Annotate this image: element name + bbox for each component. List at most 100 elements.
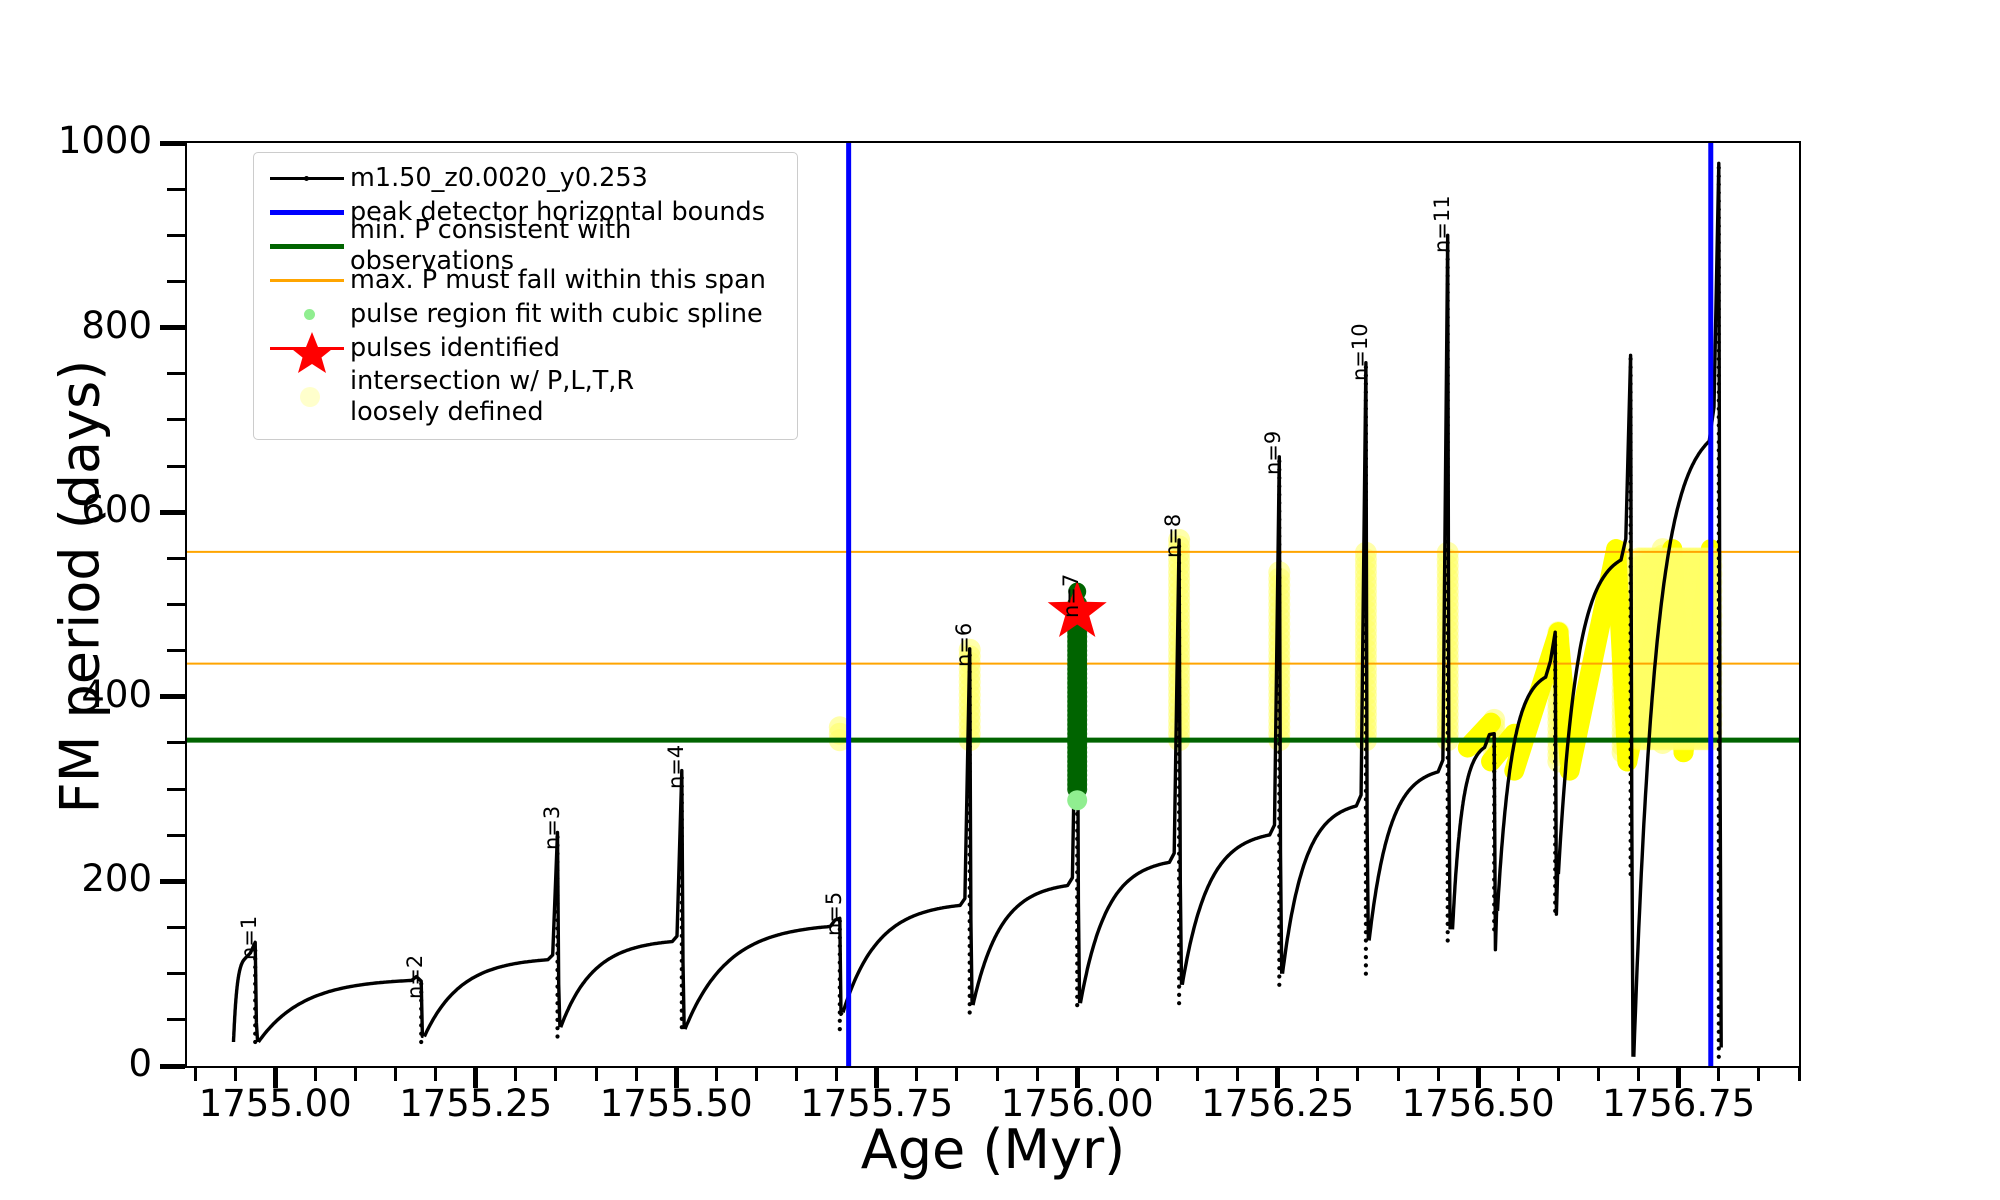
legend-label-max-period-span: max. P must fall within this span [350, 264, 766, 295]
curve-marker [555, 843, 560, 848]
curve-marker [1363, 913, 1368, 918]
curve-marker [1628, 489, 1633, 494]
curve-marker [1277, 592, 1282, 597]
curve-marker [1445, 763, 1450, 769]
curve-marker [253, 948, 258, 953]
curve-marker [679, 800, 684, 806]
curve-marker [1716, 224, 1721, 229]
curve-marker [1363, 772, 1368, 777]
curve-marker [555, 884, 560, 890]
pulse-index-label: n=9 [1261, 430, 1286, 475]
curve-marker [967, 952, 972, 957]
curve-marker [555, 943, 560, 948]
curve-marker [1716, 572, 1721, 578]
curve-marker [1277, 974, 1282, 979]
curve-marker [967, 819, 972, 824]
curve-marker [967, 769, 972, 774]
x-tick-label: 1756.50 [1401, 1082, 1555, 1125]
curve-marker [1075, 936, 1080, 941]
curve-marker [1492, 919, 1497, 924]
curve-marker [1445, 888, 1450, 893]
curve-marker [1716, 689, 1721, 694]
curve-marker [1716, 955, 1721, 960]
curve-marker [1492, 786, 1497, 791]
curve-marker [1363, 381, 1368, 386]
curve-marker [967, 777, 972, 783]
curve-marker [967, 985, 972, 990]
curve-marker [1628, 547, 1633, 553]
curve-marker [1716, 822, 1721, 827]
curve-marker [679, 809, 684, 814]
curve-marker [679, 842, 684, 847]
intersection-swoosh [1457, 712, 1502, 758]
curve-marker [1716, 307, 1721, 312]
curve-marker [1445, 589, 1450, 594]
curve-marker [1363, 763, 1368, 769]
curve-marker [1277, 949, 1282, 954]
curve-marker [1445, 473, 1450, 478]
x-tick-minor [835, 1068, 839, 1081]
curve-marker [1277, 650, 1282, 655]
curve-marker [1075, 911, 1080, 916]
curve-marker [253, 1039, 258, 1045]
curve-marker [1716, 813, 1721, 819]
curve-marker [1277, 600, 1282, 605]
curve-marker [1716, 763, 1721, 769]
curve-marker [679, 942, 684, 947]
curve-marker [1445, 365, 1450, 370]
curve-marker [1716, 248, 1721, 254]
curve-marker [1716, 896, 1721, 902]
curve-marker [1628, 614, 1633, 619]
curve-marker [1177, 594, 1182, 599]
curve-marker [1177, 793, 1182, 798]
curve-marker [1716, 855, 1721, 860]
curve-marker [1445, 597, 1450, 602]
curve-marker [967, 835, 972, 841]
x-tick-minor [1115, 1068, 1119, 1081]
curve-marker [1628, 739, 1633, 744]
curve-marker [1363, 547, 1368, 553]
curve-marker [1075, 994, 1080, 999]
curve-marker [1277, 567, 1282, 572]
curve-marker [679, 900, 684, 905]
curve-marker [1445, 265, 1450, 270]
curve-marker [1492, 860, 1497, 866]
curve-marker [253, 965, 258, 970]
curve-marker [1277, 525, 1282, 530]
curve-marker [1277, 725, 1282, 730]
curve-marker [1716, 415, 1721, 420]
curve-marker [1716, 298, 1721, 303]
curve-marker [967, 811, 972, 816]
curve-marker [1363, 398, 1368, 403]
curve-marker [1628, 564, 1633, 569]
curve-marker [1445, 340, 1450, 345]
curve-marker [1716, 589, 1721, 594]
curve-marker [1277, 791, 1282, 796]
curve-marker [1716, 730, 1721, 735]
plot-area: n=1 n=2 n=3 n=4 n=5 n=6 n=7 n=8 n=9 n=10 n=11 [185, 141, 1801, 1068]
curve-marker [1553, 717, 1558, 723]
curve-marker [555, 951, 560, 956]
curve-marker [1177, 951, 1182, 956]
curve-marker [1628, 606, 1633, 611]
curve-marker [555, 909, 560, 915]
curve-marker [679, 775, 684, 781]
pulse-index-label: n=1 [237, 916, 262, 961]
curve-marker [1553, 883, 1558, 889]
curve-marker [555, 901, 560, 906]
curve-marker [1716, 448, 1721, 453]
curve-marker [1363, 855, 1368, 860]
curve-marker [1716, 639, 1721, 644]
curve-marker [679, 867, 684, 872]
curve-marker [1445, 680, 1450, 686]
x-tick-label: 1756.25 [1201, 1082, 1355, 1125]
curve-marker [967, 885, 972, 891]
curve-marker [1445, 905, 1450, 910]
curve-marker [1716, 456, 1721, 461]
curve-marker [253, 1006, 258, 1011]
curve-marker [1716, 797, 1721, 802]
y-tick-minor [167, 603, 185, 606]
curve-marker [1445, 880, 1450, 885]
curve-marker [1075, 828, 1080, 833]
curve-marker [1628, 788, 1633, 794]
